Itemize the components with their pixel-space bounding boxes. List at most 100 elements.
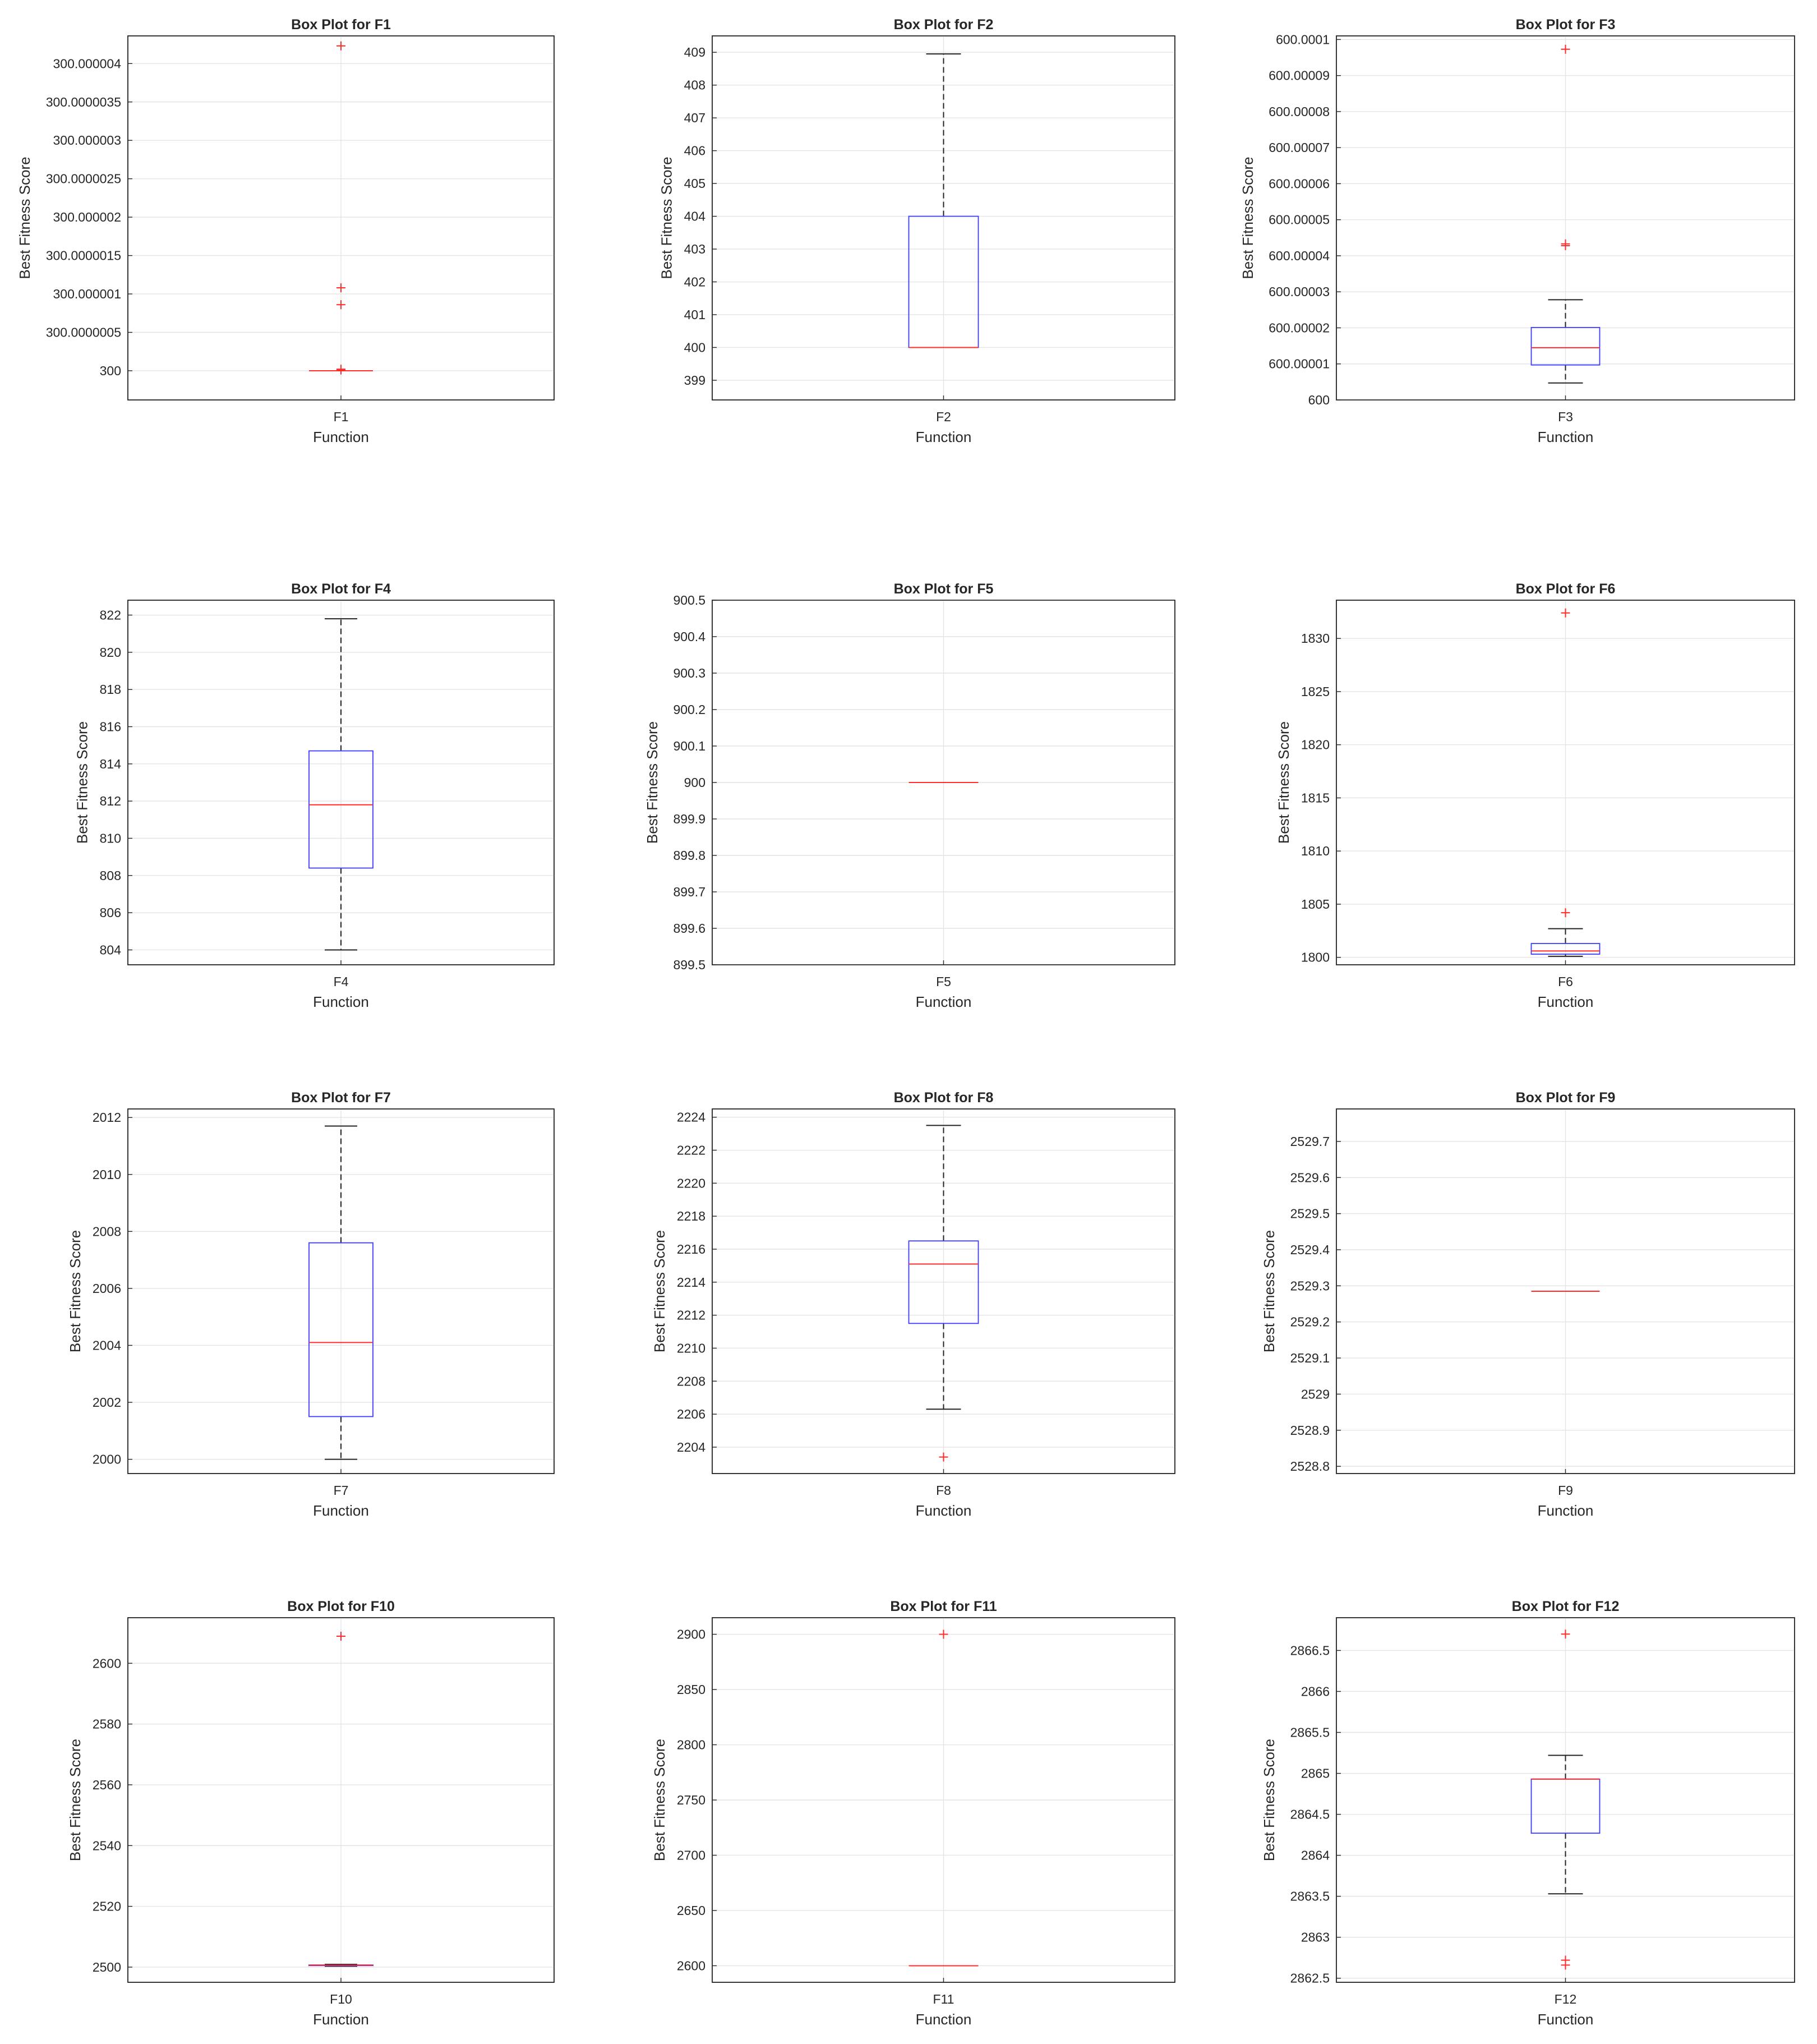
- y-tick-label: 404: [684, 209, 706, 224]
- interquartile-box: [308, 1242, 373, 1417]
- y-tick-label: 1815: [1301, 790, 1330, 805]
- y-tick-label: 600.00009: [1269, 68, 1330, 83]
- y-tick-label: 804: [100, 942, 122, 957]
- y-tick-label: 2866: [1301, 1684, 1330, 1698]
- y-tick-label: 300.0000005: [46, 325, 121, 340]
- axes-frame: [127, 35, 555, 400]
- x-axis-label: Function: [1538, 2011, 1594, 2028]
- plot-title: Box Plot for F6: [1516, 581, 1616, 597]
- y-tick-label: 2204: [677, 1440, 705, 1454]
- plot-title: Box Plot for F2: [894, 17, 994, 33]
- y-tick-label: 2529.4: [1290, 1242, 1330, 1257]
- axes-frame: [712, 35, 1175, 400]
- y-axis-label: Best Fitness Score: [658, 156, 675, 279]
- x-axis-label: Function: [916, 993, 972, 1010]
- y-tick-label: 812: [100, 794, 121, 808]
- y-tick-label: 403: [684, 242, 705, 256]
- y-tick-label: 2214: [677, 1275, 705, 1290]
- subplot-6: 1800 1805 1810 1815 1820 1825 1830 Box Plot for…: [1275, 581, 1795, 1010]
- y-axis-label: Best Fitness Score: [644, 721, 661, 844]
- subplot-11: 2600 2650 2700 2750 2800 2850 2900 Box Plot for…: [651, 1599, 1175, 2028]
- plot-title: Box Plot for F9: [1516, 1090, 1616, 1106]
- y-tick-label: 401: [684, 307, 705, 322]
- x-tick-label: F10: [330, 1992, 352, 2006]
- outlier-marker: [939, 1629, 948, 1639]
- y-tick-label: 2224: [677, 1110, 705, 1125]
- x-tick-label: F11: [933, 1992, 954, 2006]
- x-tick-label: F1: [334, 409, 349, 424]
- y-tick-label: 2206: [677, 1407, 705, 1421]
- subplot-4: 804 806 808 810 812 814 816 818 820 822 Box Plot f…: [74, 581, 555, 1010]
- y-tick-label: 300.0000025: [46, 172, 121, 186]
- y-tick-label: 1825: [1301, 684, 1330, 699]
- y-tick-label: 300.0000015: [46, 248, 121, 263]
- outlier-marker: [1561, 1960, 1570, 1970]
- y-tick-label: 2529.1: [1290, 1351, 1330, 1365]
- axes-frame: [1336, 1108, 1795, 1474]
- subplot-1: 300 300.0000005 300.000001 300.0000015 300.0…: [16, 17, 555, 445]
- y-tick-label: 600.00007: [1269, 140, 1330, 155]
- interquartile-box: [1530, 943, 1601, 955]
- x-axis-label: Function: [1538, 1502, 1594, 1519]
- outlier-marker: [1561, 241, 1570, 250]
- y-tick-label: 2560: [93, 1778, 121, 1792]
- x-axis-label: Function: [916, 429, 972, 445]
- y-tick-label: 2208: [677, 1374, 705, 1388]
- y-tick-label: 2529: [1301, 1387, 1330, 1401]
- x-axis-label: Function: [1538, 993, 1594, 1010]
- y-tick-label: 1830: [1301, 631, 1330, 646]
- y-tick-label: 2000: [93, 1452, 121, 1467]
- plot-title: Box Plot for F11: [890, 1599, 997, 1614]
- y-tick-label: 899.8: [673, 848, 705, 863]
- x-tick-label: F12: [1555, 1992, 1577, 2006]
- y-axis-label: Best Fitness Score: [1261, 1230, 1278, 1352]
- y-tick-label: 2650: [677, 1903, 705, 1918]
- plot-title: Box Plot for F4: [291, 581, 391, 597]
- y-tick-label: 2500: [93, 1960, 121, 1974]
- y-tick-label: 2850: [677, 1682, 705, 1697]
- y-tick-label: 2862.5: [1290, 1971, 1330, 1986]
- y-tick-label: 600: [1308, 393, 1330, 407]
- y-tick-label: 2540: [93, 1838, 121, 1853]
- y-tick-label: 407: [684, 111, 705, 125]
- y-tick-label: 600.0001: [1276, 32, 1330, 47]
- interquartile-box: [908, 1240, 979, 1324]
- axes-frame: [1336, 1617, 1795, 1983]
- outlier-marker: [336, 283, 345, 293]
- axes-frame: [1336, 35, 1795, 400]
- y-tick-label: 2216: [677, 1242, 705, 1256]
- subplot-8: 2204 2206 2208 2210 2212 2214 2216 2218 2220 2222…: [651, 1090, 1175, 1519]
- y-tick-label: 2900: [677, 1627, 705, 1642]
- outlier-marker: [1561, 1629, 1570, 1639]
- outlier-marker: [1561, 908, 1570, 918]
- plot-title: Box Plot for F1: [291, 17, 391, 33]
- y-tick-label: 810: [100, 831, 121, 845]
- y-tick-label: 2008: [93, 1224, 121, 1239]
- y-tick-label: 900.5: [673, 593, 705, 607]
- y-tick-label: 300.000001: [53, 287, 121, 301]
- y-tick-label: 409: [684, 45, 705, 59]
- x-tick-label: F2: [936, 409, 951, 424]
- interquartile-box: [1530, 326, 1601, 366]
- y-axis-label: Best Fitness Score: [651, 1230, 668, 1352]
- y-tick-label: 900.4: [673, 629, 705, 644]
- y-tick-label: 2529.5: [1290, 1207, 1330, 1221]
- outlier-marker: [1561, 44, 1570, 54]
- y-tick-label: 899.7: [673, 885, 705, 899]
- y-tick-label: 600.00003: [1269, 284, 1330, 299]
- y-tick-label: 400: [684, 340, 705, 355]
- y-tick-label: 2220: [677, 1176, 705, 1190]
- outlier-marker: [1561, 608, 1570, 618]
- y-tick-label: 822: [100, 608, 121, 623]
- subplot-2: 399 400 401 402 403 404 405 406 407 408 409 Box Plo…: [658, 17, 1175, 445]
- y-tick-label: 2750: [677, 1793, 705, 1807]
- axes-frame: [127, 600, 555, 965]
- y-tick-label: 900.2: [673, 702, 705, 717]
- y-axis-label: Best Fitness Score: [1239, 156, 1256, 279]
- y-tick-label: 899.6: [673, 921, 705, 936]
- y-tick-label: 600.00006: [1269, 176, 1330, 191]
- y-tick-label: 900: [684, 775, 705, 790]
- y-tick-label: 900.3: [673, 666, 705, 680]
- y-tick-label: 2212: [677, 1308, 705, 1323]
